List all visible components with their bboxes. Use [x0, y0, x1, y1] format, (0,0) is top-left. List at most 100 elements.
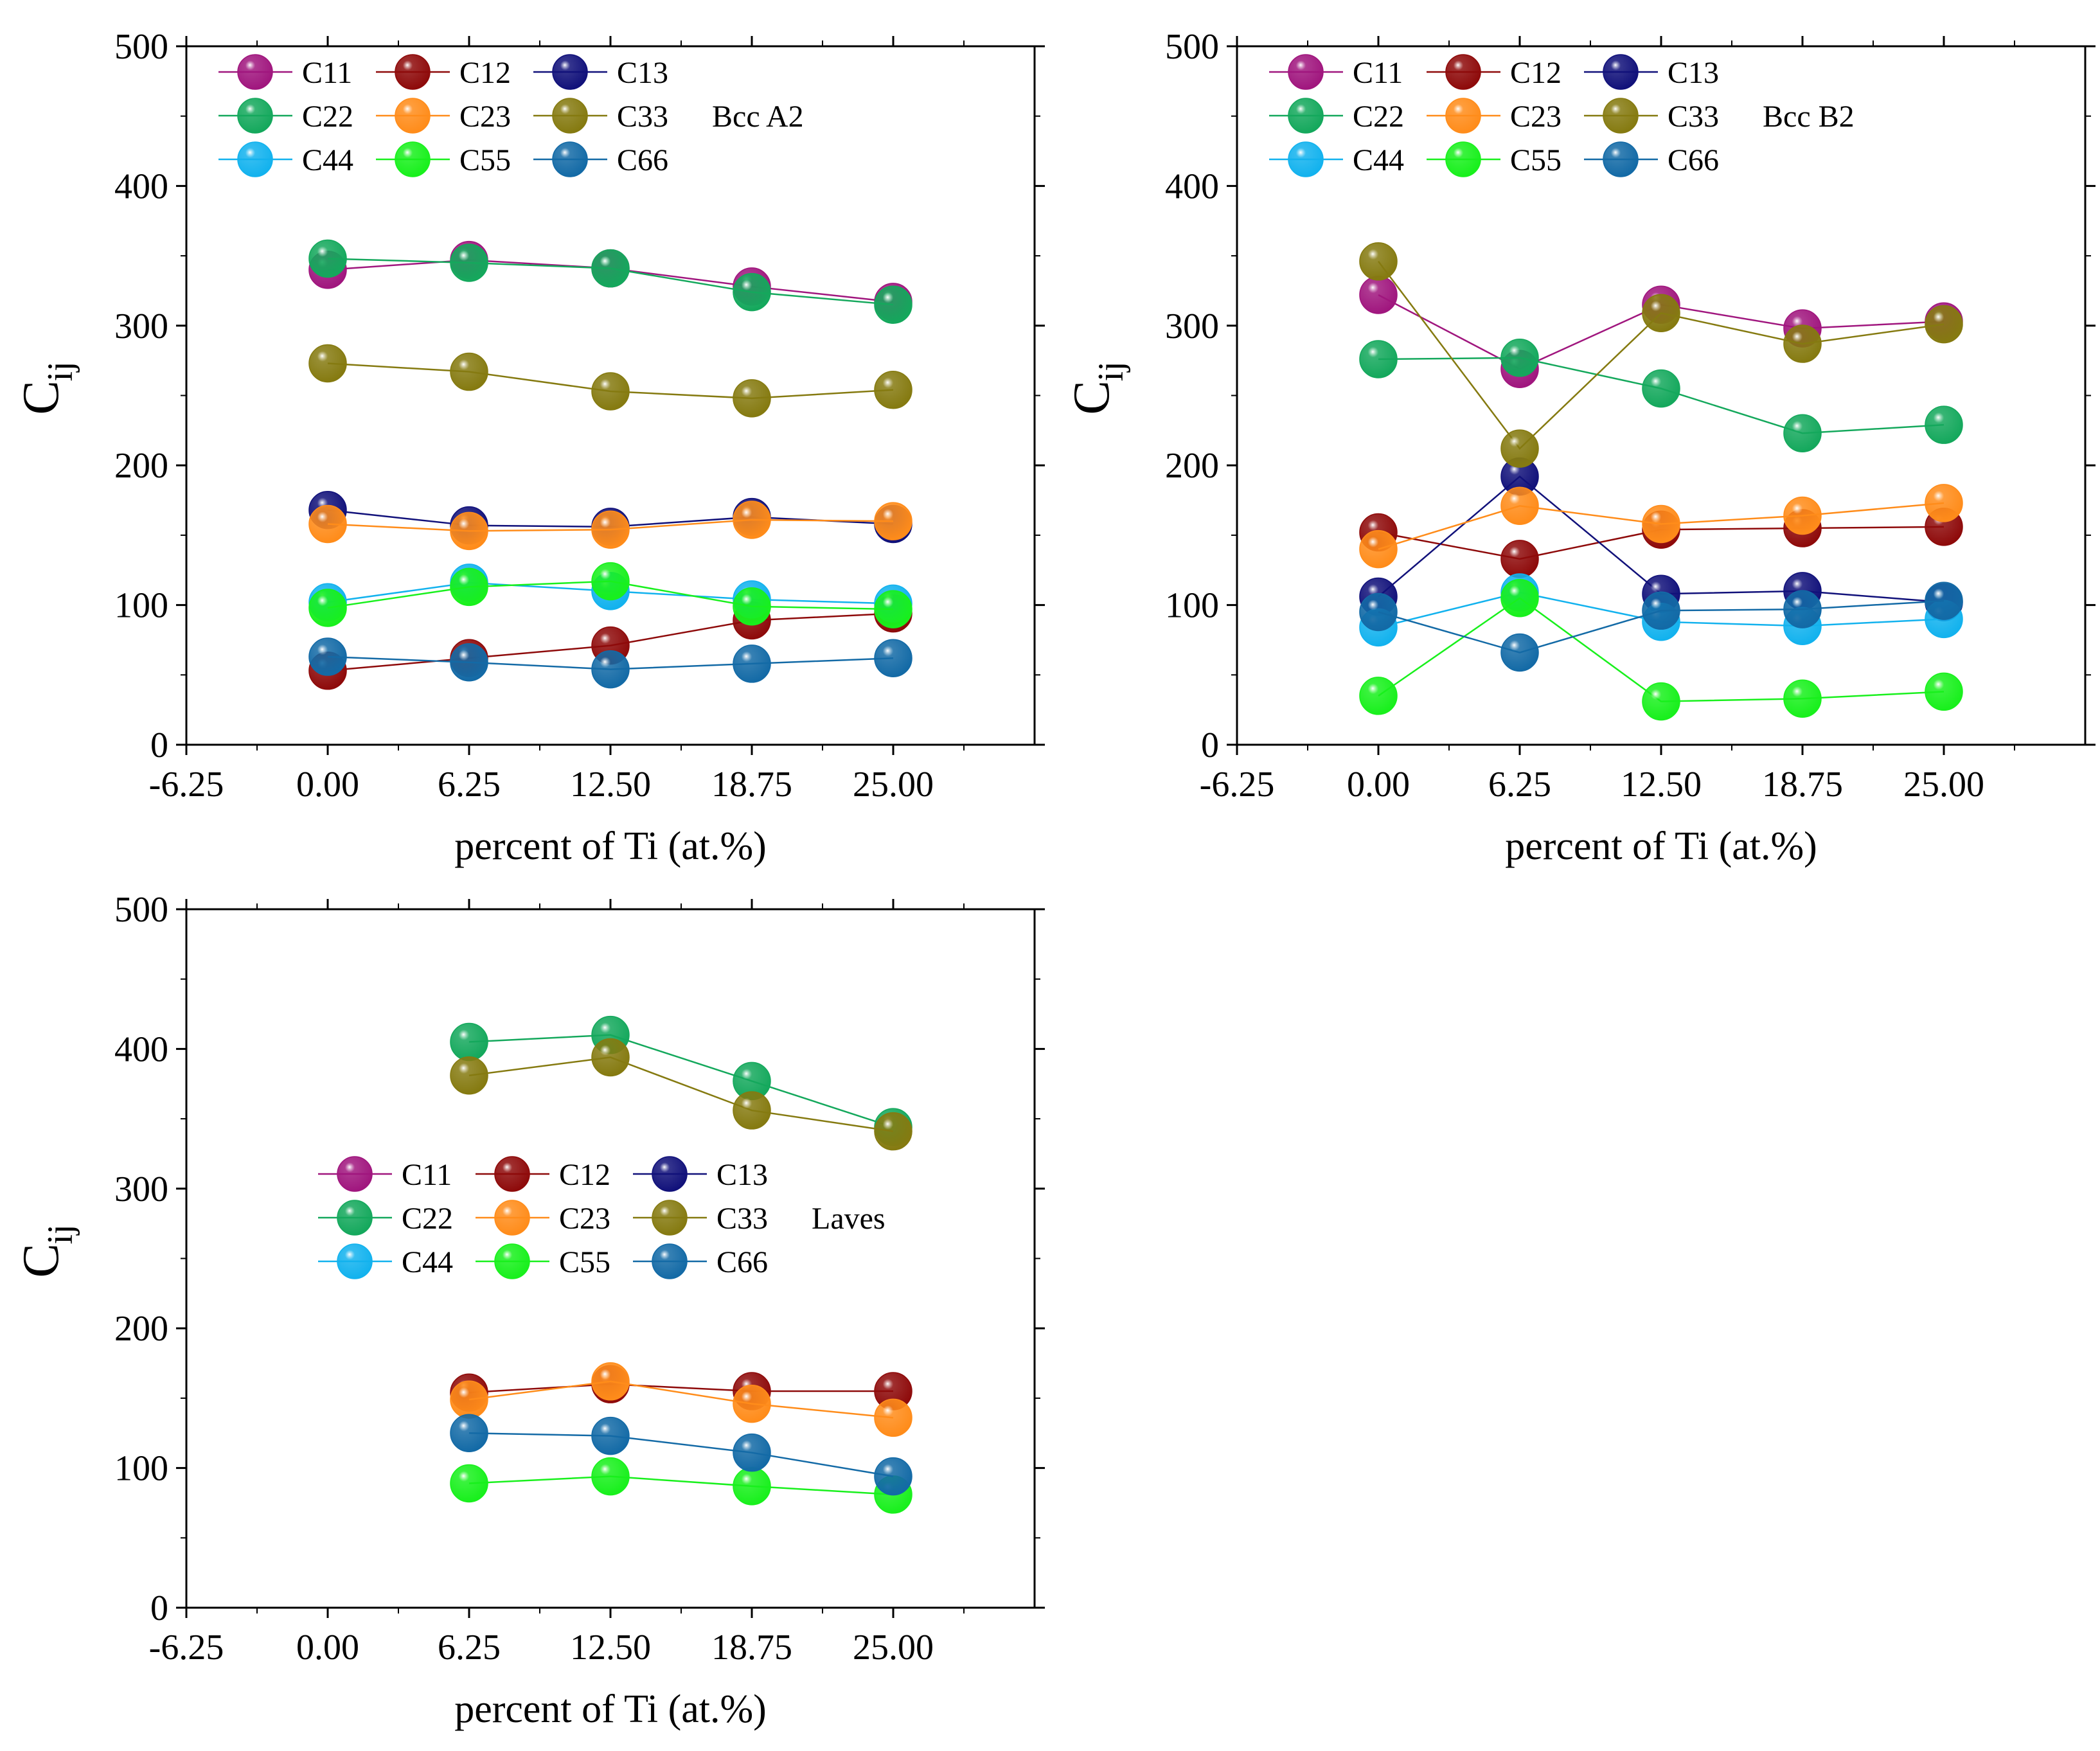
legend-label: C11 [1353, 56, 1403, 90]
legend-item-C44: C44 [318, 1243, 453, 1279]
legend-label: C13 [716, 1158, 768, 1192]
data-point-C55 [591, 1457, 630, 1496]
data-point-C22 [874, 285, 912, 324]
legend: C11 C12 C13 C22 C23 C33 C44 C55 C66 Bcc A2 [218, 54, 804, 177]
chart-bcc-b2: 0 100 200 300 400 500 -6.25 0.00 6.25 12.50 18.75 2… [1063, 27, 2096, 868]
legend-item-C33: C33 [633, 1200, 768, 1236]
legend-label: C55 [459, 143, 511, 177]
y-tick-label: 100 [1165, 586, 1219, 626]
y-axis-title-main: C [13, 1243, 69, 1277]
legend-marker [1603, 98, 1639, 134]
data-point-C33 [1925, 305, 1963, 344]
legend-label: C55 [559, 1245, 610, 1279]
legend-item-C33: C33 [533, 98, 668, 134]
legend-label: C22 [302, 100, 353, 134]
x-tick-label: 12.50 [1621, 765, 1702, 804]
data-point-C55 [450, 1464, 488, 1503]
y-tick-label: 200 [114, 446, 168, 486]
legend-item-C66: C66 [533, 141, 668, 177]
y-tick-label: 400 [114, 166, 168, 206]
chart-laves: 0 100 200 300 400 500 -6.25 0.00 6.25 12.50 18.75 2… [13, 890, 1045, 1731]
legend-item-C11: C11 [218, 54, 352, 90]
data-point-C66 [1359, 592, 1398, 632]
legend-marker [337, 1243, 373, 1279]
y-tick-label: 400 [1165, 166, 1219, 206]
data-point-C23 [733, 1384, 771, 1423]
y-tick-label: 300 [114, 1169, 168, 1209]
legend-marker [494, 1156, 530, 1192]
data-point-C11 [1359, 276, 1398, 314]
x-tick-label: 25.00 [853, 765, 934, 804]
legend-marker [237, 98, 273, 134]
legend-item-C23: C23 [1427, 98, 1562, 134]
y-tick-label: 500 [114, 890, 168, 930]
series-line-C12 [468, 1383, 893, 1394]
legend-label: C23 [459, 100, 511, 134]
data-point-C23 [591, 510, 630, 549]
legend-item-C44: C44 [218, 141, 353, 177]
data-point-C55 [733, 587, 771, 626]
x-tick-label: -6.25 [149, 1628, 224, 1667]
data-point-C12 [1500, 540, 1539, 578]
legend-item-C55: C55 [376, 141, 511, 177]
legend-label: C13 [1668, 56, 1719, 90]
data-point-C55 [1359, 677, 1398, 715]
x-axis-title: percent of Ti (at.%) [1505, 824, 1817, 868]
data-point-C23 [591, 1362, 630, 1401]
data-point-C66 [1925, 582, 1963, 620]
data-point-C33 [450, 1056, 488, 1095]
legend-label: C12 [1510, 56, 1562, 90]
data-point-C23 [1359, 529, 1398, 569]
legend-label: C44 [302, 143, 353, 177]
data-point-C66 [874, 1457, 912, 1496]
legend-marker [337, 1156, 373, 1192]
chart-bcc-a2: 0 100 200 300 400 500 -6.25 0.00 6.25 12.50 18.75 2… [13, 27, 1045, 868]
x-tick-label: 6.25 [438, 765, 501, 804]
y-tick-label: 300 [1165, 307, 1219, 346]
legend-label: C33 [716, 1202, 768, 1236]
legend-item-C13: C13 [633, 1156, 768, 1192]
legend-label: C33 [617, 100, 668, 134]
data-point-C33 [733, 379, 771, 418]
legend-marker [1288, 141, 1324, 177]
y-axis-title: Cij [1063, 361, 1131, 414]
data-point-C33 [874, 1112, 912, 1151]
data-point-C33 [591, 372, 630, 411]
legend-label: C22 [1353, 100, 1404, 134]
y-tick-label: 0 [150, 1588, 168, 1628]
legend-item-C23: C23 [476, 1200, 610, 1236]
legend-marker [237, 141, 273, 177]
series-line-C55 [468, 1475, 894, 1496]
data-point-C66 [591, 650, 630, 689]
x-tick-label: 6.25 [1488, 765, 1551, 804]
legend-label: C66 [1668, 143, 1719, 177]
legend-label: C12 [559, 1158, 610, 1192]
series-line-C66 [468, 1432, 894, 1477]
x-tick-label: 25.00 [1903, 765, 1984, 804]
series-line-C33 [468, 1056, 894, 1132]
data-point-C23 [450, 1380, 488, 1419]
data-point-C23 [1783, 496, 1822, 535]
data-point-C22 [450, 1022, 488, 1062]
data-point-C22 [1359, 340, 1398, 378]
legend-marker [1445, 54, 1481, 90]
data-point-C66 [450, 1414, 488, 1452]
data-point-C66 [1783, 590, 1822, 628]
y-axis-title-main: C [13, 380, 69, 414]
legend-label: C33 [1668, 100, 1719, 134]
legend-label: C22 [402, 1202, 453, 1236]
data-point-C23 [450, 511, 488, 551]
x-axis-title: percent of Ti (at.%) [454, 824, 767, 868]
data-point-C66 [733, 1433, 771, 1472]
y-axis-title: Cij [13, 361, 80, 414]
legend-item-C55: C55 [476, 1243, 610, 1279]
y-tick-label: 100 [114, 1449, 168, 1489]
legend-item-C23: C23 [376, 98, 511, 134]
series-line-C22 [468, 1034, 894, 1128]
legend-item-C66: C66 [633, 1243, 768, 1279]
y-axis-title: Cij [13, 1224, 80, 1277]
data-point-C66 [1500, 633, 1539, 672]
legend-item-C44: C44 [1269, 141, 1404, 177]
legend-marker [652, 1156, 688, 1192]
data-point-C22 [1783, 414, 1822, 452]
